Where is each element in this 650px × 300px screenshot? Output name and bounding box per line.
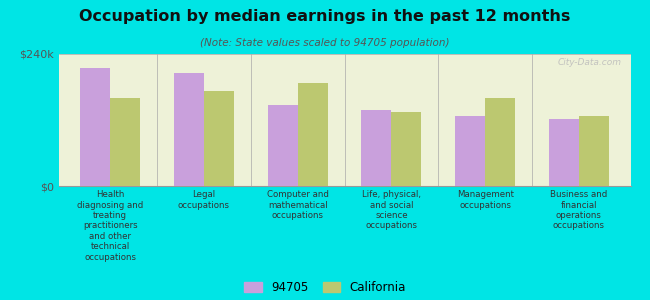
Bar xyxy=(361,110,391,186)
Bar xyxy=(391,112,421,186)
Bar xyxy=(204,92,234,186)
Bar xyxy=(485,98,515,186)
Bar xyxy=(549,119,579,186)
Text: City-Data.com: City-Data.com xyxy=(558,58,622,67)
Text: Occupation by median earnings in the past 12 months: Occupation by median earnings in the pas… xyxy=(79,9,571,24)
Bar xyxy=(298,82,328,186)
Bar xyxy=(455,116,485,186)
Bar xyxy=(579,116,609,186)
Bar xyxy=(80,68,110,186)
Bar xyxy=(268,105,298,186)
Bar xyxy=(110,98,140,186)
Legend: 94705, California: 94705, California xyxy=(244,281,406,294)
Bar xyxy=(174,73,204,186)
Text: (Note: State values scaled to 94705 population): (Note: State values scaled to 94705 popu… xyxy=(200,38,450,47)
